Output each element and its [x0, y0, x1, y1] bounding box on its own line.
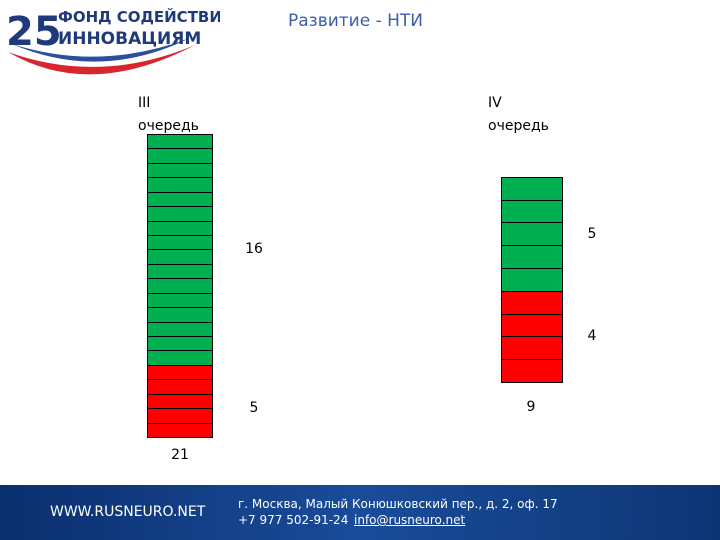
- segment-count: 16: [245, 241, 263, 258]
- cell: [147, 278, 213, 294]
- logo-line: ФОНД СОДЕЙСТВИЯ: [58, 7, 220, 26]
- cell: [501, 336, 563, 361]
- footer-phone: +7 977 502-91-24: [238, 513, 349, 527]
- logo-number: 25: [6, 9, 62, 55]
- cell: [147, 220, 213, 236]
- cell: [147, 307, 213, 323]
- cell: [147, 350, 213, 366]
- cell: [147, 393, 213, 410]
- group-total: 9: [526, 399, 536, 415]
- footer-email: info@rusneuro.net: [354, 513, 466, 527]
- cell: [147, 148, 213, 164]
- cell: [147, 177, 213, 193]
- cell: [147, 206, 213, 222]
- footer-site: WWW.RUSNEURO.NET: [50, 504, 206, 520]
- cell: [147, 263, 213, 280]
- segment-count: 5: [587, 225, 597, 242]
- group-label: IV очередь: [488, 95, 549, 134]
- logo-swoosh-red: [8, 45, 195, 75]
- segment-count: 5: [249, 399, 259, 416]
- cell: [147, 249, 213, 265]
- group-total: 21: [171, 447, 189, 463]
- cell: [501, 176, 563, 201]
- logo: 25 ФОНД СОДЕЙСТВИЯ ИННОВАЦИЯМ: [6, 7, 220, 75]
- cell: [147, 364, 213, 381]
- title: Развитие - НТИ: [288, 11, 424, 31]
- cell: [501, 290, 563, 315]
- group-label: III очередь: [138, 95, 199, 134]
- cell: [501, 359, 563, 383]
- cell: [147, 191, 213, 208]
- cell: [147, 379, 213, 395]
- cell: [501, 313, 563, 338]
- cell: [147, 292, 213, 309]
- cell: [147, 335, 213, 352]
- cell: [147, 422, 213, 438]
- cell: [501, 268, 563, 292]
- footer: WWW.RUSNEURO.NET г. Москва, Малый Конюшк…: [0, 485, 720, 540]
- cell: [501, 245, 563, 269]
- cell: [147, 234, 213, 251]
- logo-line: ИННОВАЦИЯМ: [58, 29, 201, 49]
- cell: [147, 321, 213, 337]
- cell: [501, 222, 563, 247]
- logo-swoosh-blue: [12, 38, 190, 62]
- cell: [147, 408, 213, 424]
- cell: [147, 162, 213, 179]
- cell: [501, 199, 563, 224]
- footer-address: г. Москва, Малый Конюшковский пер., д. 2…: [238, 497, 558, 511]
- segment-count: 4: [587, 328, 597, 345]
- cell: [147, 133, 213, 150]
